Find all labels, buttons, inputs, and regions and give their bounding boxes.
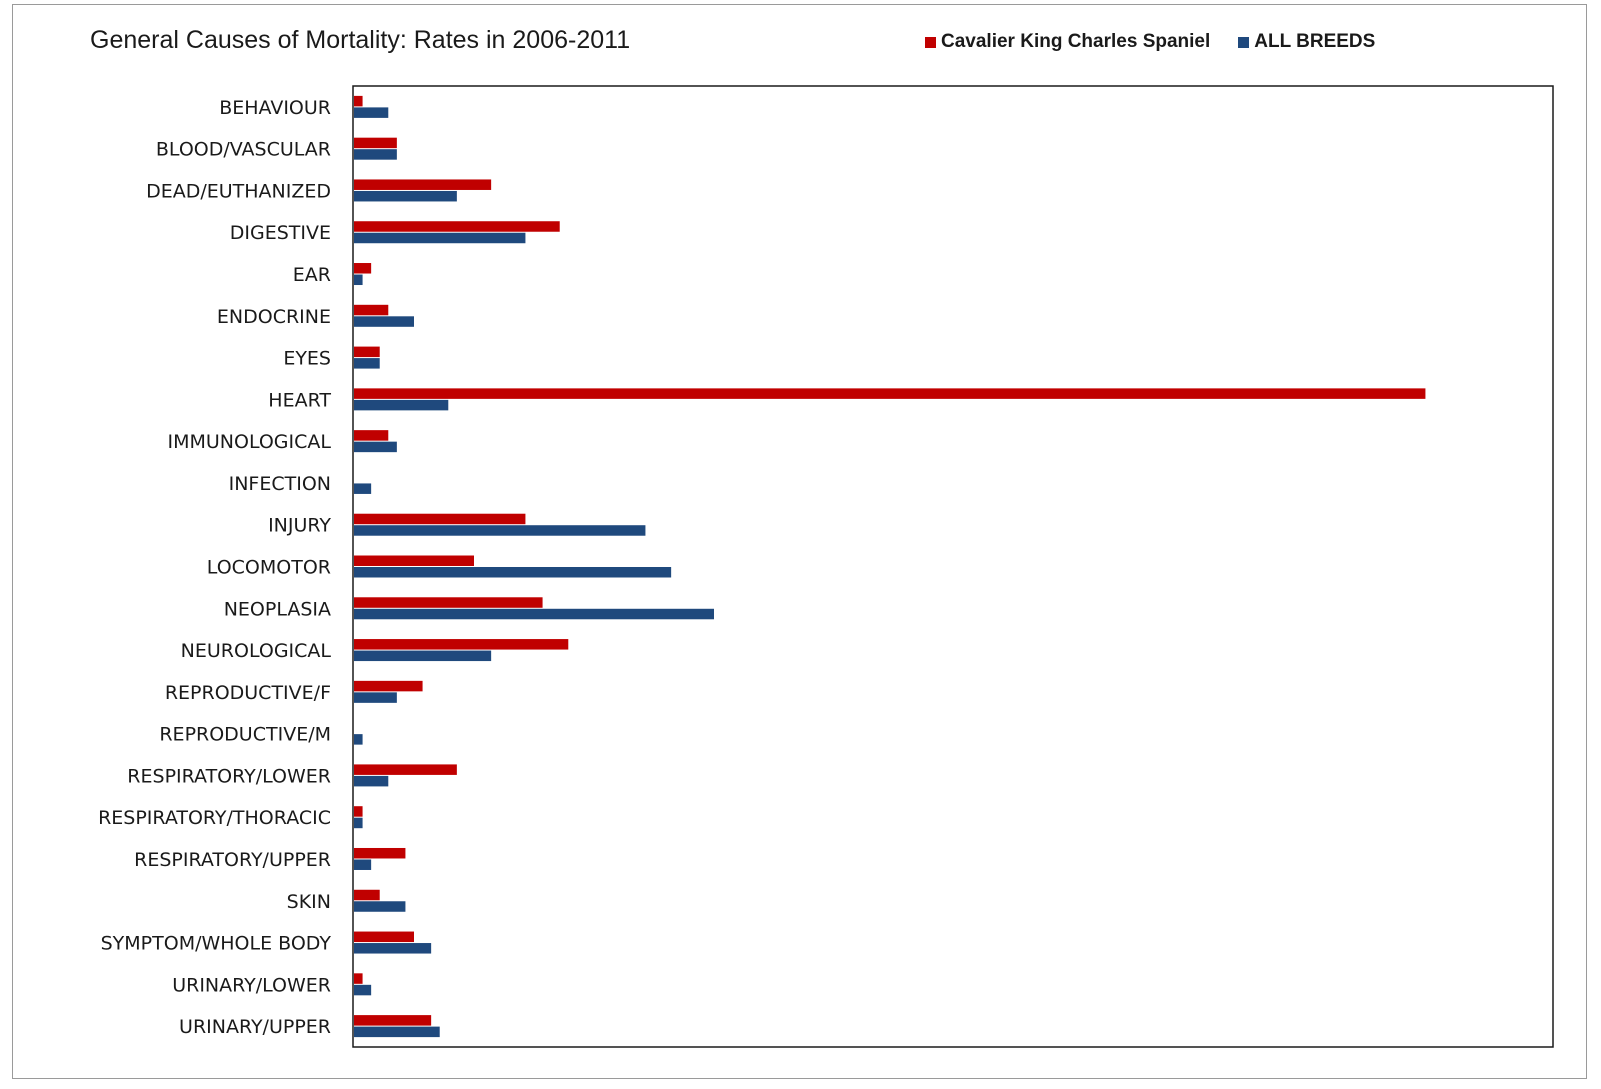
chart-frame (12, 4, 1587, 1079)
category-label: EYES (283, 348, 331, 370)
bar-cavalier (354, 764, 457, 775)
bar-cavalier (354, 639, 569, 650)
bar-all-breeds (354, 107, 389, 118)
bar-cavalier (354, 680, 423, 692)
category-label: ENDOCRINE (217, 306, 331, 328)
bar-all-breeds (354, 692, 397, 703)
bar-cavalier (354, 137, 397, 149)
category-label: RESPIRATORY/UPPER (134, 849, 331, 871)
category-label: NEUROLOGICAL (181, 640, 332, 662)
legend-label-all-breeds: ALL BREEDS (1254, 31, 1376, 52)
category-label: INJURY (268, 515, 331, 537)
bar-all-breeds (354, 859, 372, 870)
category-label: NEOPLASIA (224, 598, 331, 620)
legend-label-cavalier: Cavalier King Charles Spaniel (941, 31, 1211, 52)
bar-all-breeds (354, 817, 363, 829)
bar-all-breeds (354, 608, 714, 620)
category-label: SYMPTOM/WHOLE BODY (101, 933, 332, 955)
bars (354, 95, 1426, 1038)
legend-swatch-cavalier (925, 36, 936, 48)
bar-cavalier (354, 931, 414, 943)
bar-cavalier (354, 597, 543, 608)
bar-cavalier (354, 430, 389, 441)
legend-swatch-all-breeds (1238, 36, 1250, 48)
bar-cavalier (354, 263, 372, 274)
bar-cavalier (354, 847, 406, 859)
bar-cavalier (354, 179, 492, 190)
bar-cavalier (354, 221, 560, 232)
category-label: RESPIRATORY/LOWER (127, 765, 331, 787)
bar-cavalier (354, 95, 363, 107)
bar-all-breeds (354, 483, 372, 494)
bar-all-breeds (354, 441, 397, 453)
category-label: INFECTION (229, 473, 331, 495)
bar-all-breeds (354, 190, 457, 202)
bar-cavalier (354, 973, 363, 984)
legend-item-cavalier: Cavalier King Charles Spaniel (925, 31, 1210, 53)
bar-all-breeds (354, 525, 646, 536)
bar-cavalier (354, 346, 380, 358)
category-labels: BEHAVIOUR BLOOD/VASCULAR DEAD/EUTHANIZED DI… (98, 97, 331, 1038)
bar-all-breeds (354, 1026, 440, 1038)
category-label: SKIN (287, 891, 331, 913)
bar-all-breeds (354, 316, 414, 327)
bar-all-breeds (354, 149, 397, 160)
category-label: DIGESTIVE (230, 222, 331, 244)
bar-all-breeds (354, 567, 672, 578)
bar-all-breeds (354, 734, 363, 745)
plot-area (352, 85, 1554, 1048)
category-label: BLOOD/VASCULAR (156, 139, 331, 161)
bar-all-breeds (354, 358, 380, 369)
bar-cavalier (354, 388, 1426, 399)
bar-cavalier (354, 555, 474, 566)
category-label: URINARY/LOWER (172, 974, 331, 996)
category-label: DEAD/EUTHANIZED (146, 180, 331, 202)
category-label: BEHAVIOUR (219, 97, 331, 119)
category-label: EAR (293, 264, 331, 286)
bar-cavalier (354, 1015, 432, 1026)
bar-cavalier (354, 513, 526, 525)
bar-all-breeds (354, 399, 449, 411)
category-label: HEART (268, 389, 331, 411)
category-label: REPRODUCTIVE/F (165, 682, 331, 704)
bar-cavalier (354, 806, 363, 817)
bar-cavalier (354, 889, 380, 901)
bar-all-breeds (354, 775, 389, 787)
bar-cavalier (354, 304, 389, 316)
legend-item-all-breeds: ALL BREEDS (1238, 31, 1375, 53)
category-label: URINARY/UPPER (179, 1016, 331, 1038)
category-label: REPRODUCTIVE/M (159, 724, 331, 746)
legend: Cavalier King Charles Spaniel ALL BREEDS (925, 31, 1403, 53)
bar-all-breeds (354, 943, 432, 954)
bar-all-breeds (354, 650, 492, 662)
category-label: IMMUNOLOGICAL (167, 431, 331, 453)
category-label: LOCOMOTOR (207, 557, 331, 579)
chart-title: General Causes of Mortality: Rates in 20… (90, 26, 631, 54)
category-label: RESPIRATORY/THORACIC (98, 807, 331, 829)
bar-all-breeds (354, 274, 363, 286)
bar-all-breeds (354, 984, 372, 996)
bar-all-breeds (354, 901, 406, 912)
bar-all-breeds (354, 232, 526, 244)
